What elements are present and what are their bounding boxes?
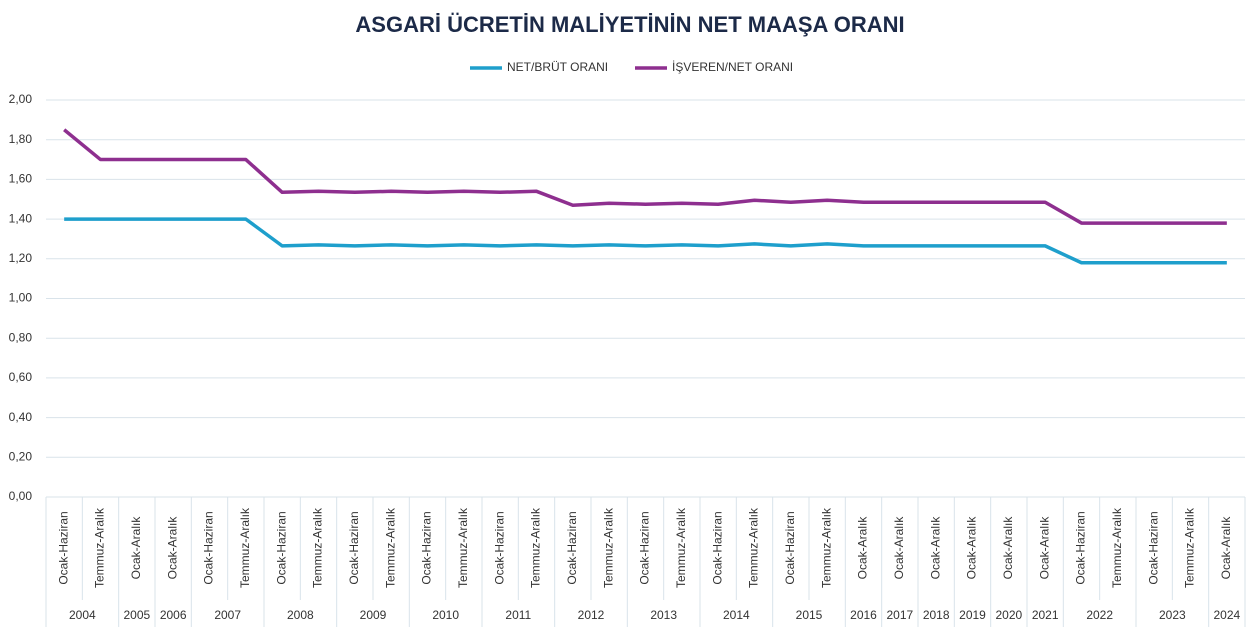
legend-label: NET/BRÜT ORANI	[507, 60, 608, 74]
y-tick-label: 1,40	[9, 211, 33, 225]
y-tick-label: 2,00	[9, 92, 33, 106]
x-tick-label: Ocak-Aralık	[1219, 516, 1233, 580]
x-group-label: 2009	[360, 608, 387, 622]
x-group-label: 2020	[995, 608, 1022, 622]
x-tick-label: Ocak-Aralık	[928, 516, 942, 580]
x-tick-label: Temmuz-Aralık	[1110, 507, 1124, 588]
y-tick-label: 0,20	[9, 449, 33, 463]
y-tick-label: 1,60	[9, 172, 33, 186]
x-tick-label: Ocak-Haziran	[420, 511, 434, 584]
x-group-label: 2019	[959, 608, 986, 622]
x-tick-label: Ocak-Haziran	[1146, 511, 1160, 584]
x-tick-label: Ocak-Aralık	[965, 516, 979, 580]
x-group-label: 2008	[287, 608, 314, 622]
x-tick-label: Temmuz-Aralık	[747, 507, 761, 588]
x-tick-label: Temmuz-Aralık	[819, 507, 833, 588]
x-tick-label: Temmuz-Aralık	[674, 507, 688, 588]
x-tick-label: Ocak-Haziran	[783, 511, 797, 584]
x-tick-label: Ocak-Aralık	[856, 516, 870, 580]
y-tick-label: 0,60	[9, 370, 33, 384]
x-tick-label: Temmuz-Aralık	[529, 507, 543, 588]
x-tick-label: Ocak-Haziran	[274, 511, 288, 584]
x-group-label: 2016	[850, 608, 877, 622]
legend-label: İŞVEREN/NET ORANI	[672, 60, 793, 74]
x-tick-label: Ocak-Haziran	[492, 511, 506, 584]
x-tick-label: Ocak-Aralık	[1037, 516, 1051, 580]
x-tick-label: Ocak-Haziran	[638, 511, 652, 584]
x-group-label: 2024	[1213, 608, 1240, 622]
x-tick-label: Ocak-Aralık	[165, 516, 179, 580]
x-group-label: 2014	[723, 608, 750, 622]
x-group-label: 2006	[160, 608, 187, 622]
x-group-label: 2023	[1159, 608, 1186, 622]
y-tick-label: 0,80	[9, 330, 33, 344]
x-tick-label: Ocak-Haziran	[710, 511, 724, 584]
x-tick-label: Ocak-Haziran	[202, 511, 216, 584]
x-tick-label: Ocak-Aralık	[892, 516, 906, 580]
x-group-label: 2018	[923, 608, 950, 622]
x-tick-label: Temmuz-Aralık	[311, 507, 325, 588]
x-tick-label: Temmuz-Aralık	[1183, 507, 1197, 588]
x-group-label: 2022	[1086, 608, 1113, 622]
x-group-label: 2010	[432, 608, 459, 622]
x-tick-label: Ocak-Aralık	[1001, 516, 1015, 580]
x-tick-label: Temmuz-Aralık	[601, 507, 615, 588]
x-group-label: 2012	[578, 608, 605, 622]
y-tick-label: 1,80	[9, 132, 33, 146]
x-tick-label: Temmuz-Aralık	[93, 507, 107, 588]
x-group-label: 2021	[1032, 608, 1059, 622]
x-tick-label: Temmuz-Aralık	[238, 507, 252, 588]
x-tick-label: Ocak-Aralık	[129, 516, 143, 580]
y-tick-label: 0,00	[9, 489, 33, 503]
x-group-label: 2007	[214, 608, 241, 622]
x-group-label: 2005	[123, 608, 150, 622]
x-tick-label: Ocak-Haziran	[565, 511, 579, 584]
x-tick-label: Temmuz-Aralık	[383, 507, 397, 588]
y-tick-label: 0,40	[9, 410, 33, 424]
line-series	[64, 217, 1227, 265]
y-tick-label: 1,20	[9, 251, 33, 265]
x-tick-label: Ocak-Haziran	[1074, 511, 1088, 584]
x-group-label: 2015	[796, 608, 823, 622]
x-group-label: 2004	[69, 608, 96, 622]
x-group-label: 2013	[650, 608, 677, 622]
x-group-label: 2017	[886, 608, 913, 622]
x-tick-label: Temmuz-Aralık	[456, 507, 470, 588]
y-tick-label: 1,00	[9, 291, 33, 305]
x-tick-label: Ocak-Haziran	[347, 511, 361, 584]
x-group-label: 2011	[505, 608, 531, 622]
x-tick-label: Ocak-Haziran	[56, 511, 70, 584]
line-series	[63, 128, 1227, 225]
chart-title: ASGARİ ÜCRETİN MALİYETİNİN NET MAAŞA ORA…	[355, 12, 904, 37]
